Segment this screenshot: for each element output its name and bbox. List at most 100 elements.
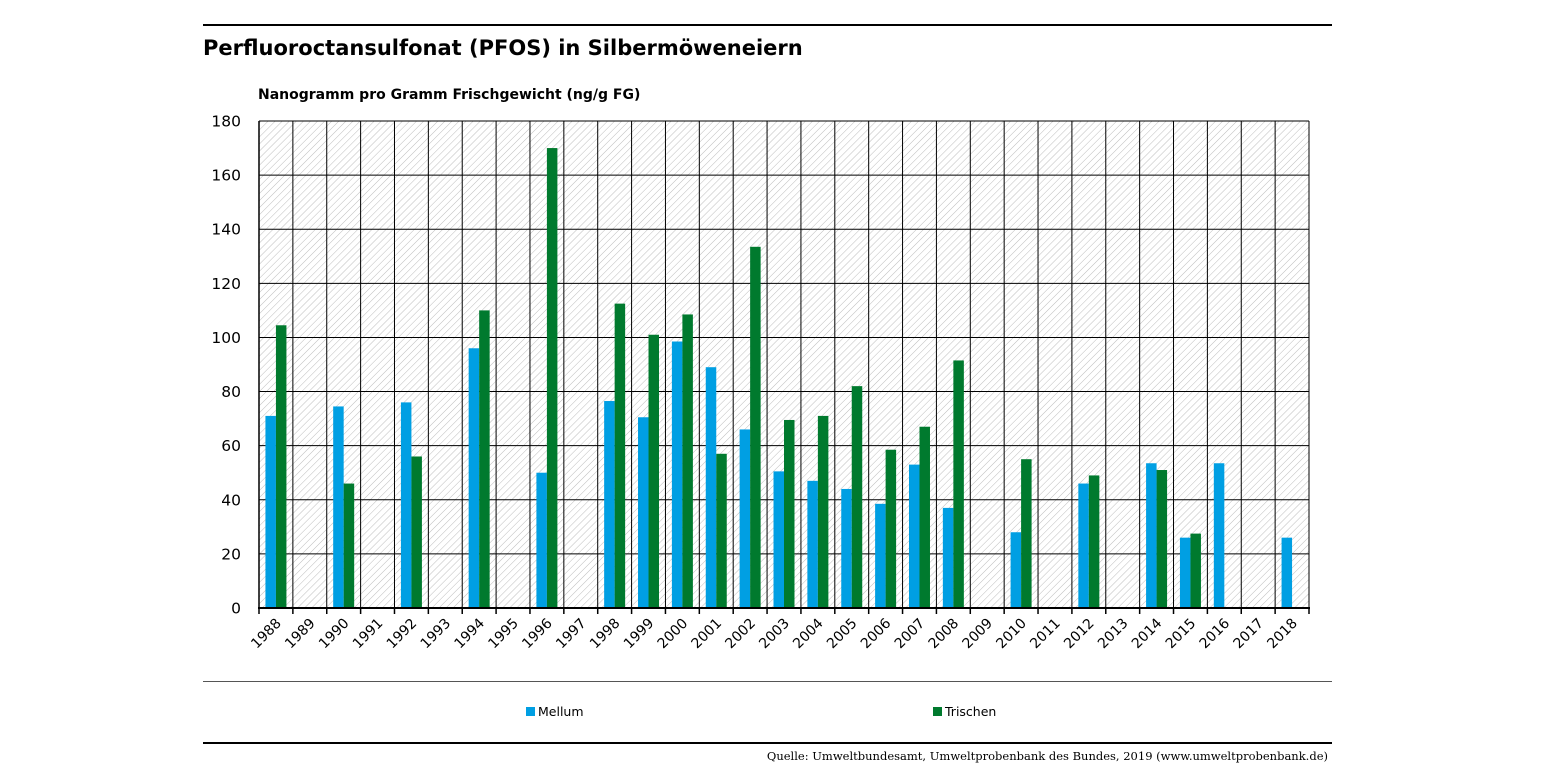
y-tick-labels: 0 20 40 60 80 100 120 140 160 180: [211, 113, 241, 618]
y-tick-label: 20: [221, 545, 241, 563]
x-tick-label: 2005: [824, 616, 861, 653]
bar-mellum-2003: [773, 471, 784, 608]
bar-trischen-2010: [1021, 459, 1032, 608]
bar-trischen-1999: [648, 334, 660, 608]
bar-mellum-1988: [265, 415, 276, 608]
bar-trischen-1992: [411, 456, 422, 608]
y-tick-label: 40: [221, 491, 241, 509]
bar-trischen-1988: [275, 325, 287, 608]
x-tick-label: 2018: [1264, 616, 1301, 653]
bar-mellum-2008: [942, 507, 954, 608]
bar-mellum-2005: [841, 488, 852, 608]
x-tick-label: 2009: [960, 616, 997, 653]
x-tick-label: 1999: [621, 616, 658, 653]
y-tick-label: 180: [211, 113, 241, 131]
legend-label-mellum: Mellum: [538, 704, 584, 719]
vertical-gridlines: [292, 121, 1310, 608]
y-tick-label: 160: [211, 167, 241, 185]
x-tick-label: 2006: [858, 615, 895, 652]
y-tick-label: 0: [231, 600, 241, 618]
y-tick-label: 140: [211, 221, 241, 239]
x-tick-label: 2001: [689, 616, 726, 653]
bar-mellum-1999: [638, 417, 649, 608]
x-tick-label: 2014: [1129, 615, 1166, 652]
x-tick-label: 2010: [993, 616, 1030, 653]
x-tick-label: 1997: [553, 616, 590, 653]
x-tick-label: 2017: [1231, 616, 1268, 653]
bar-mellum-2014: [1146, 463, 1157, 608]
bar-trischen-2002: [750, 246, 761, 608]
x-tick-label: 1991: [350, 616, 387, 653]
x-tick-label: 2012: [1061, 616, 1098, 653]
bar-trischen-2006: [885, 449, 897, 608]
x-tick-label: 1996: [519, 615, 556, 652]
legend-top-rule: [203, 681, 1332, 682]
legend-label-trischen: Trischen: [945, 704, 997, 719]
bar-trischen-1996: [546, 148, 558, 609]
x-tick-label: 2003: [756, 616, 793, 653]
bar-trischen-1994: [479, 310, 490, 608]
bar-mellum-1990: [333, 406, 344, 608]
bar-mellum-2007: [908, 464, 920, 608]
bar-trischen-2012: [1088, 475, 1100, 608]
x-tick-label: 1990: [316, 616, 353, 653]
y-tick-label: 60: [221, 437, 241, 455]
bar-mellum-2004: [807, 480, 818, 608]
bar-mellum-2015: [1179, 537, 1191, 608]
source-note: Quelle: Umweltbundesamt, Umweltprobenban…: [766, 749, 1328, 763]
x-tick-label: 2002: [722, 616, 759, 653]
bar-mellum-2006: [875, 503, 886, 608]
y-tick-label: 120: [211, 275, 241, 293]
x-tick-label: 1998: [587, 616, 624, 653]
x-tick-label: 2015: [1163, 616, 1200, 653]
bar-trischen-2008: [953, 360, 964, 608]
x-tick-label: 2004: [790, 615, 827, 652]
x-tick-label: 1989: [282, 616, 319, 653]
bar-trischen-1998: [614, 303, 626, 608]
top-rule: [203, 24, 1332, 26]
y-axis-label: Nanogramm pro Gramm Frischgewicht (ng/g …: [258, 87, 641, 103]
legend-item-trischen: Trischen: [933, 704, 996, 719]
x-tick-label: 2011: [1027, 616, 1064, 653]
bar-mellum-2010: [1010, 532, 1022, 608]
legend-swatch-mellum: [526, 707, 535, 716]
x-tick-label: 2000: [655, 616, 692, 653]
bar-mellum-1994: [468, 348, 480, 608]
bar-trischen-2005: [851, 386, 863, 608]
axes: [258, 121, 1310, 614]
bar-mellum-2002: [739, 429, 751, 608]
bar-mellum-1992: [400, 402, 412, 608]
chart-title: Perfluoroctansulfonat (PFOS) in Silbermö…: [203, 36, 803, 60]
legend-item-mellum: Mellum: [526, 704, 584, 719]
x-tick-label: 1994: [451, 615, 488, 652]
x-tick-label: 2008: [926, 616, 963, 653]
x-tick-label: 1995: [485, 616, 522, 653]
x-tick-label: 1988: [248, 616, 285, 653]
bar-mellum-1996: [536, 472, 547, 608]
x-tick-label: 2007: [892, 616, 929, 653]
legend-swatch-trischen: [933, 707, 942, 716]
bottom-rule: [203, 742, 1332, 744]
bar-trischen-2001: [716, 453, 727, 608]
horizontal-gridlines: [259, 120, 1309, 555]
y-tick-label: 80: [221, 383, 241, 401]
bar-trischen-2014: [1156, 470, 1168, 608]
bar-trischen-2000: [682, 314, 693, 608]
bar-trischen-1990: [343, 483, 355, 608]
y-tick-label: 100: [211, 329, 241, 347]
bar-trischen-2015: [1190, 533, 1201, 608]
x-tick-label: 2016: [1197, 615, 1234, 652]
bar-mellum-2000: [671, 341, 683, 608]
bar-trischen-2007: [919, 426, 930, 608]
bar-mellum-2012: [1078, 483, 1089, 608]
bar-mellum-2016: [1213, 463, 1225, 608]
bar-trischen-2004: [817, 415, 829, 608]
bar-mellum-2018: [1281, 537, 1293, 608]
x-tick-label: 2013: [1095, 616, 1132, 653]
x-tick-labels: 1988198919901991199219931994199519961997…: [248, 615, 1301, 652]
bars: [265, 148, 1293, 609]
x-tick-label: 1992: [384, 616, 421, 653]
bar-mellum-1998: [604, 401, 615, 608]
bar-mellum-2001: [705, 367, 717, 608]
